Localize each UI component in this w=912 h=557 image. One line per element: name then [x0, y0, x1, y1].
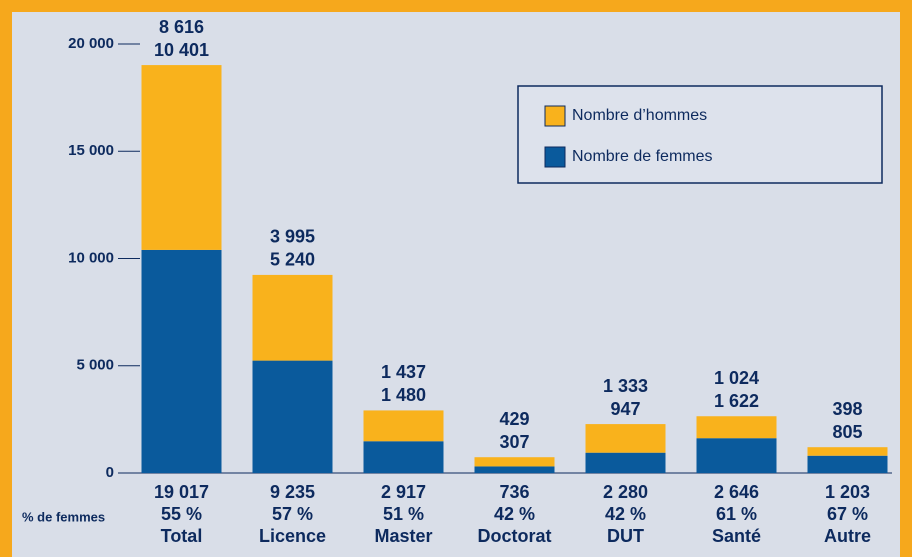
bar-segment: [807, 455, 888, 473]
total-label: 736: [499, 482, 529, 502]
legend-label: Nombre d’hommes: [572, 107, 707, 124]
x-tick-label: Total: [161, 526, 203, 546]
value-label: 1 437: [381, 362, 426, 382]
x-tick-label: Licence: [259, 526, 326, 546]
percent-label: 67 %: [827, 504, 868, 524]
x-tick-label: Doctorat: [477, 526, 551, 546]
y-tick-label: 0: [106, 464, 114, 481]
legend-swatch: [544, 105, 566, 127]
x-tick-label: Autre: [824, 526, 871, 546]
bar-segment: [585, 424, 666, 453]
value-label: 1 333: [603, 376, 648, 396]
percent-label: 55 %: [161, 504, 202, 524]
x-tick-label: DUT: [607, 526, 644, 546]
value-label: 1 024: [714, 368, 759, 388]
bar-segment: [474, 466, 555, 473]
value-label: 10 401: [154, 40, 209, 60]
legend-box: [517, 85, 883, 184]
bar-segment: [252, 274, 333, 361]
percent-label: 42 %: [605, 504, 646, 524]
x-tick-label: Santé: [712, 526, 761, 546]
total-label: 9 235: [270, 482, 315, 502]
percent-title: % de femmes: [22, 509, 105, 524]
bar-segment: [696, 416, 777, 439]
value-label: 1 622: [714, 391, 759, 411]
bar-segment: [474, 457, 555, 467]
bar-segment: [696, 438, 777, 473]
bar-segment: [252, 360, 333, 473]
bar-segment: [141, 65, 222, 250]
x-tick-label: Master: [374, 526, 432, 546]
total-label: 1 203: [825, 482, 870, 502]
bar-segment: [807, 447, 888, 456]
value-label: 805: [832, 422, 862, 442]
y-tick-label: 5 000: [76, 357, 114, 374]
value-label: 5 240: [270, 250, 315, 270]
value-label: 398: [832, 399, 862, 419]
total-label: 2 280: [603, 482, 648, 502]
bar-segment: [363, 441, 444, 473]
bar-segment: [363, 410, 444, 442]
value-label: 429: [499, 409, 529, 429]
percent-label: 61 %: [716, 504, 757, 524]
legend-label: Nombre de femmes: [572, 148, 713, 165]
y-tick-label: 15 000: [68, 142, 114, 159]
bar-segment: [141, 249, 222, 473]
value-label: 947: [610, 399, 640, 419]
legend-swatch: [544, 146, 566, 168]
total-label: 2 646: [714, 482, 759, 502]
percent-label: 57 %: [272, 504, 313, 524]
bar-segment: [585, 452, 666, 473]
value-label: 307: [499, 432, 529, 452]
y-tick-label: 10 000: [68, 249, 114, 266]
total-label: 2 917: [381, 482, 426, 502]
total-label: 19 017: [154, 482, 209, 502]
percent-label: 51 %: [383, 504, 424, 524]
y-tick-label: 20 000: [68, 35, 114, 52]
percent-label: 42 %: [494, 504, 535, 524]
value-label: 3 995: [270, 227, 315, 247]
value-label: 8 616: [159, 17, 204, 37]
value-label: 1 480: [381, 385, 426, 405]
